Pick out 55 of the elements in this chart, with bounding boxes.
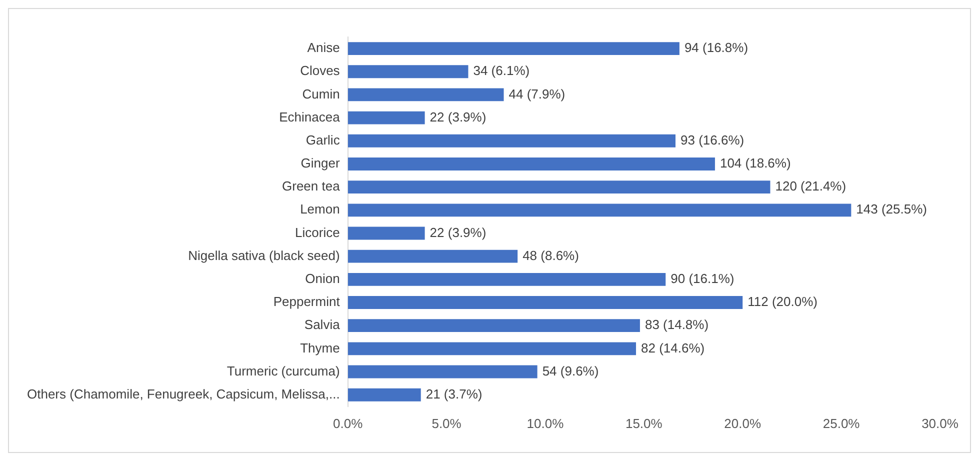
data-label: 22 (3.9%) bbox=[430, 109, 486, 124]
y-tick-label: Echinacea bbox=[279, 109, 341, 124]
data-label: 143 (25.5%) bbox=[856, 202, 927, 217]
bar bbox=[348, 88, 504, 102]
x-tick-label: 5.0% bbox=[432, 416, 462, 431]
y-tick-label: Salvia bbox=[304, 317, 341, 332]
data-label: 54 (9.6%) bbox=[542, 363, 599, 378]
bar bbox=[348, 134, 676, 148]
bar bbox=[348, 319, 640, 332]
y-tick-label: Garlic bbox=[306, 132, 340, 148]
bar bbox=[348, 296, 743, 309]
y-tick-label: Onion bbox=[305, 270, 340, 286]
bar bbox=[348, 342, 636, 356]
x-tick-label: 10.0% bbox=[526, 416, 564, 431]
x-tick-label: 0.0% bbox=[333, 416, 364, 431]
data-label: 104 (18.6%) bbox=[720, 156, 791, 171]
data-label: 112 (20.0%) bbox=[748, 294, 818, 310]
y-tick-label: Cumin bbox=[302, 86, 340, 102]
y-tick-label: Cloves bbox=[300, 63, 340, 78]
y-tick-label: Ginger bbox=[300, 156, 340, 171]
bar bbox=[348, 204, 852, 217]
y-tick-label: Green tea bbox=[282, 178, 341, 194]
data-label: 48 (8.6%) bbox=[522, 248, 579, 263]
y-tick-label: Peppermint bbox=[273, 294, 340, 310]
data-label: 120 (21.4%) bbox=[775, 178, 846, 194]
y-tick-label: Nigella sativa (black seed) bbox=[188, 248, 340, 263]
bar bbox=[348, 158, 715, 170]
y-tick-label: Anise bbox=[307, 40, 340, 56]
bar bbox=[348, 388, 421, 402]
data-label: 34 (6.1%) bbox=[473, 63, 530, 78]
x-tick-label: 20.0% bbox=[724, 416, 762, 431]
data-label: 21 (3.7%) bbox=[426, 386, 482, 402]
bar bbox=[348, 226, 425, 240]
bar bbox=[348, 272, 666, 286]
x-tick-label: 15.0% bbox=[625, 416, 663, 431]
data-label: 82 (14.6%) bbox=[641, 340, 705, 356]
y-tick-label: Others (Chamomile, Fenugreek, Capsicum, Melissa,... bbox=[26, 386, 340, 402]
x-tick-label: 30.0% bbox=[922, 416, 959, 431]
bar bbox=[348, 180, 770, 194]
data-label: 44 (7.9%) bbox=[508, 86, 566, 102]
y-tick-label: Turmeric (curcuma) bbox=[226, 363, 340, 378]
data-label: 94 (16.8%) bbox=[684, 40, 748, 56]
bar bbox=[348, 111, 425, 124]
x-tick-label: 25.0% bbox=[822, 416, 860, 431]
y-tick-label: Licorice bbox=[295, 224, 340, 240]
bar bbox=[348, 365, 538, 378]
bar bbox=[348, 250, 518, 263]
y-tick-label: Thyme bbox=[300, 340, 340, 356]
bar bbox=[348, 65, 468, 78]
data-label: 83 (14.8%) bbox=[644, 317, 709, 332]
data-label: 22 (3.9%) bbox=[430, 224, 486, 240]
data-label: 93 (16.6%) bbox=[680, 132, 744, 148]
data-label: 90 (16.1%) bbox=[670, 270, 734, 286]
y-tick-label: Lemon bbox=[300, 202, 340, 217]
bar bbox=[348, 42, 680, 56]
